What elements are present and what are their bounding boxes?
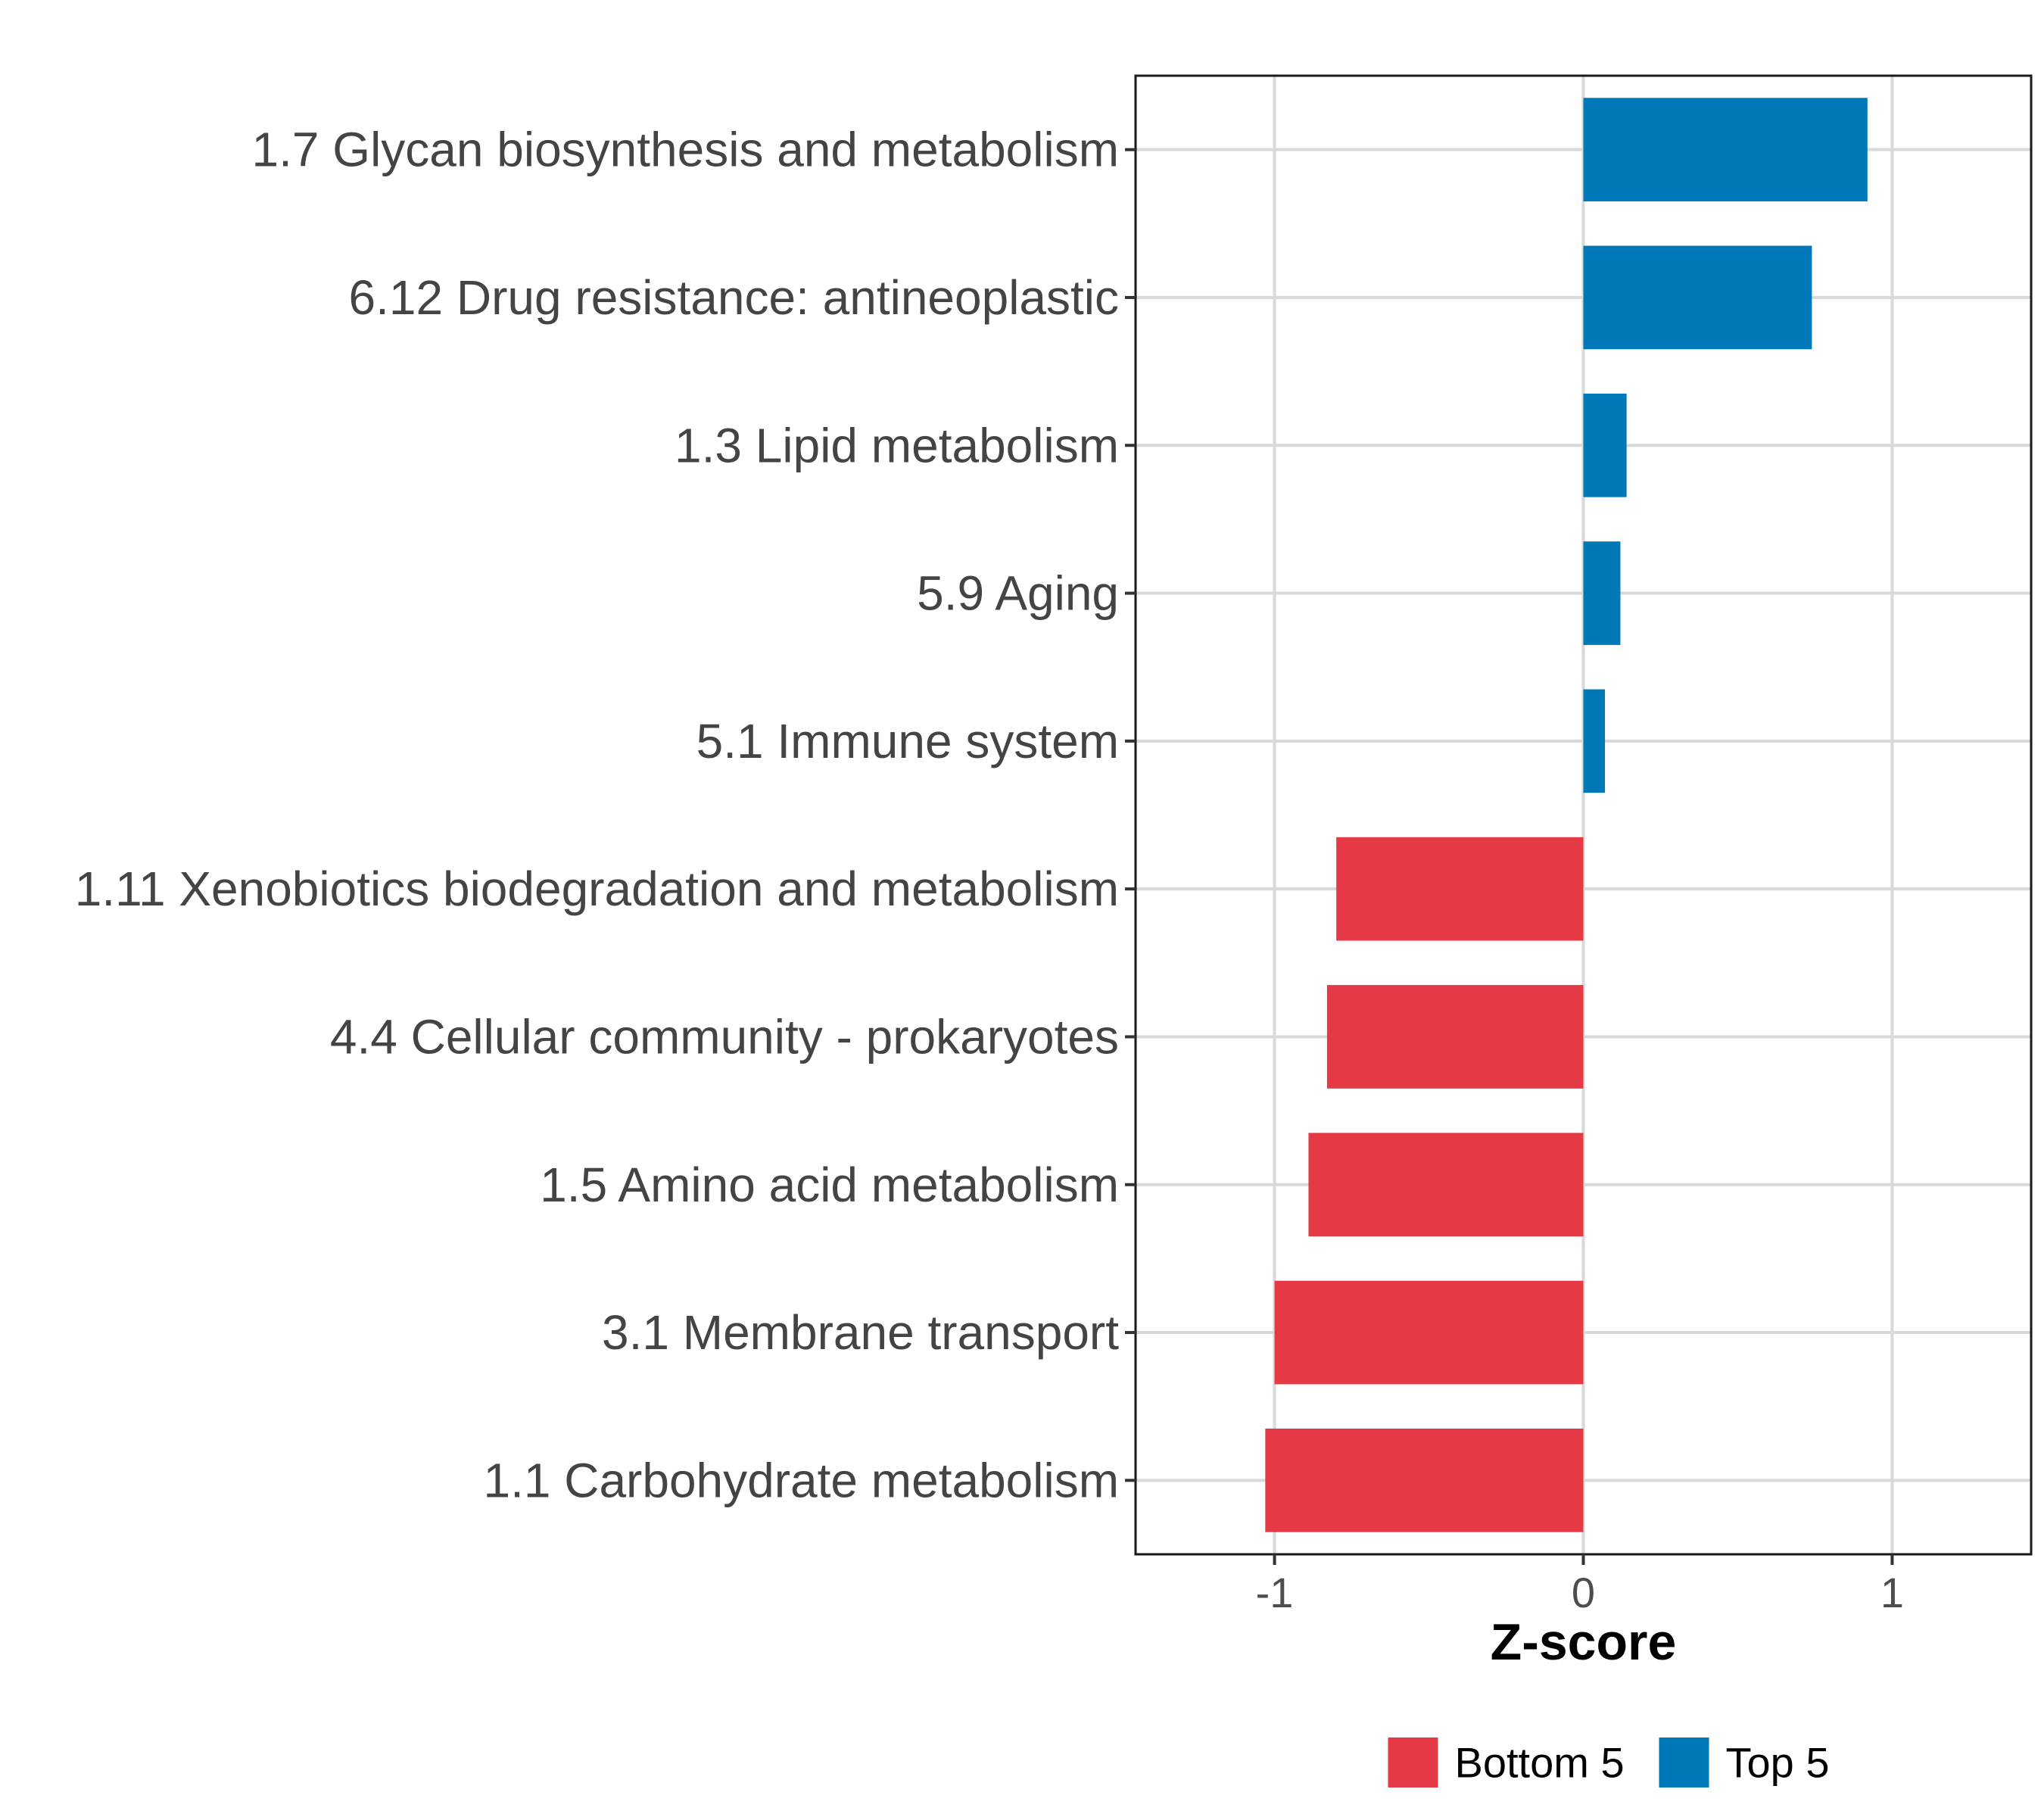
legend: Bottom 5 Top 5 xyxy=(1388,1738,1830,1787)
x-tick-label: -1 xyxy=(1256,1569,1294,1616)
y-axis-ticks xyxy=(1125,148,1136,1482)
bar-2 xyxy=(1583,245,1812,350)
y-tick-label: 5.1 Immune system xyxy=(696,714,1119,768)
bar-1 xyxy=(1583,98,1868,202)
y-axis-labels: 1.7 Glycan biosynthesis and metabolism 6.… xyxy=(75,123,1120,1508)
bar-7 xyxy=(1326,985,1584,1089)
y-tick-label: 1.1 Carbohydrate metabolism xyxy=(483,1453,1119,1507)
bar-9 xyxy=(1274,1280,1584,1385)
x-axis-labels: -1 0 1 xyxy=(1256,1569,1904,1616)
x-tick-label: 0 xyxy=(1572,1569,1595,1616)
legend-label: Top 5 xyxy=(1726,1739,1830,1787)
bar-5 xyxy=(1583,689,1606,793)
y-tick-label: 6.12 Drug resistance: antineoplastic xyxy=(349,270,1119,325)
legend-key-bottom-5 xyxy=(1388,1738,1438,1787)
y-tick-label: 5.9 Aging xyxy=(917,566,1119,621)
y-tick-label: 1.7 Glycan biosynthesis and metabolism xyxy=(252,123,1119,177)
x-tick-label: 1 xyxy=(1880,1569,1904,1616)
x-axis-title: Z-score xyxy=(1491,1613,1677,1671)
y-tick-label: 1.5 Amino acid metabolism xyxy=(540,1158,1119,1212)
bar-4 xyxy=(1583,541,1621,645)
x-axis-ticks xyxy=(1273,1554,1894,1565)
legend-label: Bottom 5 xyxy=(1455,1739,1625,1787)
y-tick-label: 1.11 Xenobiotics biodegradation and meta… xyxy=(75,862,1119,916)
y-tick-label: 1.3 Lipid metabolism xyxy=(675,418,1119,472)
bar-8 xyxy=(1308,1133,1584,1237)
y-tick-label: 4.4 Cellular community - prokaryotes xyxy=(330,1009,1119,1064)
bar-6 xyxy=(1336,837,1584,941)
bar-10 xyxy=(1265,1428,1584,1532)
y-tick-label: 3.1 Membrane transport xyxy=(602,1305,1119,1360)
legend-key-top-5 xyxy=(1659,1738,1709,1787)
bars xyxy=(1265,98,1868,1532)
bar-3 xyxy=(1583,393,1627,497)
